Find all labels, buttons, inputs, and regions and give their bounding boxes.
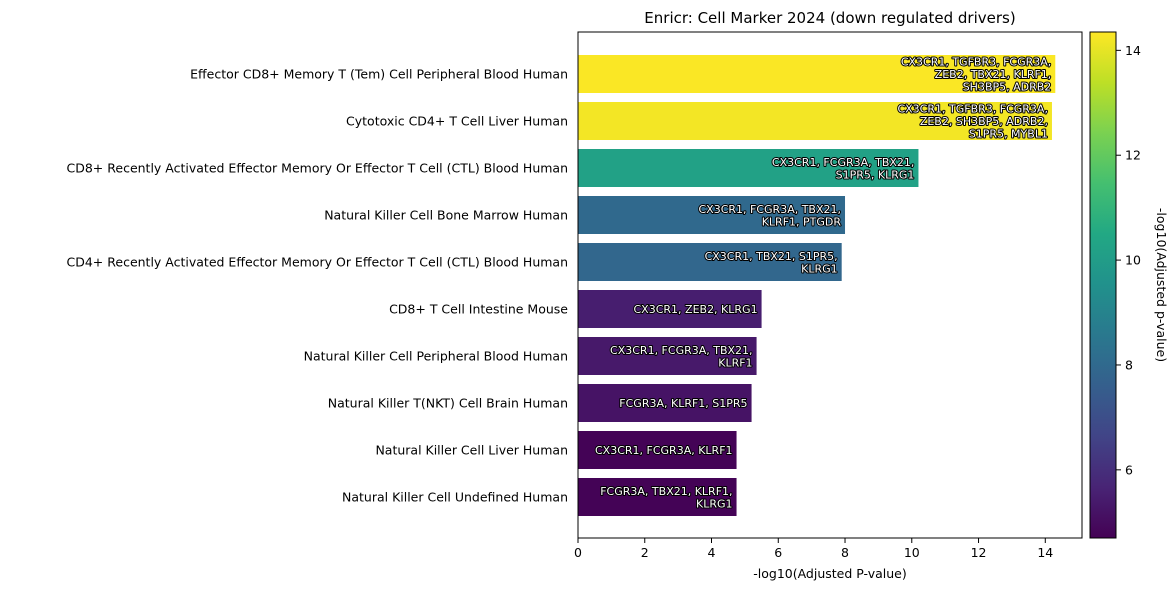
bar <box>578 243 842 281</box>
bar-gene-label: CX3CR1, TGFBR3, FCGR3A, <box>897 103 1047 116</box>
category-label: Natural Killer Cell Liver Human <box>375 443 568 458</box>
bar-gene-label: KLRG1 <box>696 497 733 510</box>
bar <box>578 337 757 375</box>
colorbar-label: -log10(Adjusted p-value) <box>1154 208 1169 362</box>
category-label: Natural Killer Cell Undefined Human <box>342 490 568 505</box>
bar-gene-label: CX3CR1, FCGR3A, TBX21, <box>698 203 841 216</box>
x-tick-label: 14 <box>1037 545 1053 560</box>
bar <box>578 478 737 516</box>
bar <box>578 149 919 187</box>
colorbar-tick-label: 14 <box>1125 43 1141 58</box>
bar-gene-label: SH3BP5, ADRB2 <box>963 81 1052 94</box>
x-tick-label: 4 <box>708 545 716 560</box>
bar-gene-label: ZEB2, SH3BP5, ADRB2, <box>920 115 1048 128</box>
colorbar: 6 8 10 12 14 <box>1089 31 1141 539</box>
x-tick-label: 8 <box>841 545 849 560</box>
x-tick-label: 10 <box>904 545 920 560</box>
colorbar-tick-label: 8 <box>1125 357 1133 372</box>
bar-gene-label: CX3CR1, FCGR3A, TBX21, <box>772 156 915 169</box>
bar-gene-label: ZEB2, TBX21, KLRF1, <box>935 68 1052 81</box>
bar-gene-label: CX3CR1, FCGR3A, KLRF1 <box>595 444 733 457</box>
bar <box>578 384 752 422</box>
colorbar-tick-label: 6 <box>1125 462 1133 477</box>
category-label: CD8+ Recently Activated Effector Memory … <box>67 161 569 176</box>
category-label: Effector CD8+ Memory T (Tem) Cell Periph… <box>190 67 568 82</box>
x-tick-label: 0 <box>574 545 582 560</box>
x-axis-label: -log10(Adjusted P-value) <box>753 566 906 581</box>
bar <box>578 196 846 234</box>
x-tick-label: 12 <box>971 545 987 560</box>
bar <box>578 102 1052 140</box>
category-labels: Effector CD8+ Memory T (Tem) Cell Periph… <box>67 67 569 505</box>
category-label: Natural Killer T(NKT) Cell Brain Human <box>328 396 568 411</box>
x-tick-label: 6 <box>774 545 782 560</box>
category-label: CD4+ Recently Activated Effector Memory … <box>67 255 569 270</box>
bar <box>578 431 737 469</box>
category-label: Natural Killer Cell Peripheral Blood Hum… <box>304 349 568 364</box>
bar-gene-label: CX3CR1, TGFBR3, FCGR3A, <box>901 56 1051 69</box>
bars-layer: CX3CR1, TGFBR3, FCGR3A,ZEB2, TBX21, KLRF… <box>578 55 1056 516</box>
bar-gene-label: KLRF1, PTGDR <box>762 215 842 228</box>
bar-gene-label: S1PR5, MYBL1 <box>969 128 1048 141</box>
category-label: Cytotoxic CD4+ T Cell Liver Human <box>346 114 568 129</box>
colorbar-tick-label: 12 <box>1125 148 1141 163</box>
category-label: CD8+ T Cell Intestine Mouse <box>389 302 568 317</box>
bar-gene-label: KLRG1 <box>801 262 838 275</box>
bar-gene-label: CX3CR1, ZEB2, KLRG1 <box>634 303 758 316</box>
bar-gene-label: S1PR5, KLRG1 <box>836 168 915 181</box>
bar-gene-label: CX3CR1, FCGR3A, TBX21, <box>610 344 753 357</box>
bar <box>578 290 762 328</box>
bar-gene-label: FCGR3A, KLRF1, S1PR5 <box>619 397 747 410</box>
colorbar-tick-label: 10 <box>1125 253 1141 268</box>
bar-gene-label: FCGR3A, TBX21, KLRF1, <box>600 485 732 498</box>
category-label: Natural Killer Cell Bone Marrow Human <box>324 208 568 223</box>
plot-frame <box>577 31 1083 539</box>
x-tick-label: 2 <box>641 545 649 560</box>
bar-gene-label: KLRF1 <box>718 356 752 369</box>
chart-title: Enricr: Cell Marker 2024 (down regulated… <box>644 9 1015 27</box>
bar <box>578 55 1056 93</box>
x-axis: 0 2 4 6 8 10 12 14 <box>574 538 1053 560</box>
colorbar-gradient <box>1089 31 1117 539</box>
bar-gene-label: CX3CR1, TBX21, S1PR5, <box>705 250 838 263</box>
